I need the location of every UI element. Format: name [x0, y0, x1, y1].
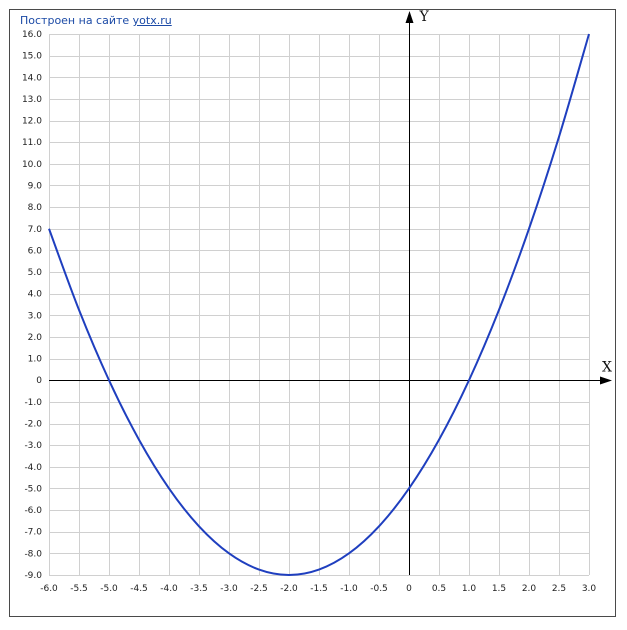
tick-labels: -6.0 -5.5 -5.0 -4.5 -4.0 -3.5 -3.0 -2.5 -2.0 -1.5… — [22, 9, 612, 594]
x-tick-label: -4.5 — [130, 584, 148, 594]
y-tick-label: 13.0 — [22, 95, 42, 105]
y-tick-label: 10.0 — [22, 160, 42, 170]
y-tick-label: -1.0 — [24, 398, 42, 408]
axes — [49, 11, 612, 575]
y-tick-label: -2.0 — [24, 420, 42, 430]
y-tick-label: -8.0 — [24, 549, 42, 559]
x-tick-label: -3.5 — [190, 584, 208, 594]
x-tick-label: -2.5 — [250, 584, 268, 594]
y-tick-label: 7.0 — [28, 225, 43, 235]
x-tick-label: -2.0 — [280, 584, 298, 594]
y-tick-label: 14.0 — [22, 73, 42, 83]
y-tick-label: -5.0 — [24, 484, 42, 494]
y-tick-label: 9.0 — [28, 181, 43, 191]
x-tick-label: -1.5 — [310, 584, 328, 594]
y-tick-label: -3.0 — [24, 441, 42, 451]
x-tick-label: 1.0 — [462, 584, 477, 594]
y-tick-label: 11.0 — [22, 138, 42, 148]
y-tick-label: -7.0 — [24, 528, 42, 538]
y-tick-label: -9.0 — [24, 571, 42, 581]
y-tick-label: 1.0 — [28, 355, 43, 365]
x-tick-label: -4.0 — [160, 584, 178, 594]
x-tick-label: 1.5 — [492, 584, 506, 594]
x-tick-label: -6.0 — [40, 584, 58, 594]
credit-link[interactable]: yotx.ru — [132, 14, 172, 27]
y-tick-label: 0 — [36, 376, 42, 386]
y-tick-label: 16.0 — [22, 30, 42, 40]
y-axis-arrow — [405, 11, 414, 23]
y-tick-label: 4.0 — [28, 290, 43, 300]
y-tick-label: 12.0 — [22, 117, 42, 127]
x-axis-arrow — [600, 376, 612, 385]
chart-frame — [9, 9, 616, 617]
grid — [49, 34, 590, 576]
y-tick-label: 6.0 — [28, 246, 43, 256]
x-tick-label: 0 — [406, 584, 412, 594]
y-tick-label: -4.0 — [24, 463, 42, 473]
x-tick-label: 2.0 — [522, 584, 537, 594]
x-axis-label: X — [602, 360, 612, 376]
x-tick-label: -5.5 — [70, 584, 88, 594]
x-tick-label: 2.5 — [552, 584, 566, 594]
y-axis-label: Y — [419, 9, 430, 25]
y-tick-label: 15.0 — [22, 52, 42, 62]
y-tick-label: 8.0 — [28, 203, 43, 213]
site-credit: Построен на сайте yotx.ru — [20, 14, 172, 27]
x-tick-label: -5.0 — [100, 584, 118, 594]
series-line — [48, 33, 590, 577]
x-tick-label: -1.0 — [340, 584, 358, 594]
x-tick-label: 0.5 — [432, 584, 446, 594]
x-tick-label: -0.5 — [370, 584, 388, 594]
series — [48, 33, 590, 577]
credit-text: Построен на сайте — [20, 14, 130, 27]
y-tick-label: 2.0 — [28, 333, 43, 343]
y-tick-label: 5.0 — [28, 268, 43, 278]
y-tick-label: 3.0 — [28, 311, 43, 321]
x-tick-label: 3.0 — [582, 584, 597, 594]
x-tick-label: -3.0 — [220, 584, 238, 594]
y-tick-label: -6.0 — [24, 506, 42, 516]
